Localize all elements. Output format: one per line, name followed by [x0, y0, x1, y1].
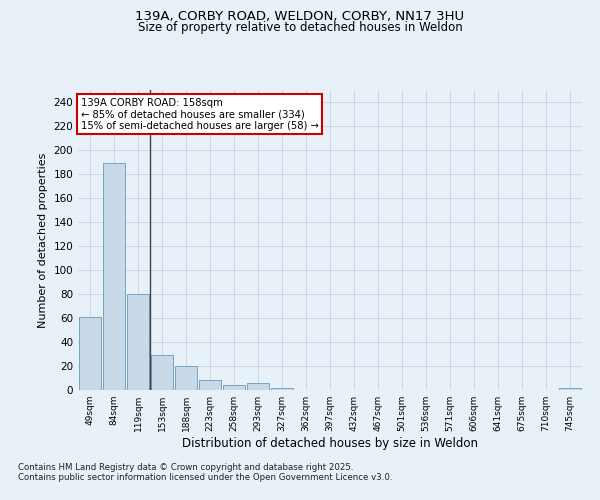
Bar — [127, 294, 149, 390]
Bar — [247, 383, 269, 390]
Bar — [151, 355, 173, 390]
Text: Contains HM Land Registry data © Crown copyright and database right 2025.: Contains HM Land Registry data © Crown c… — [18, 464, 353, 472]
Bar — [559, 388, 581, 390]
Bar — [199, 380, 221, 390]
Text: Size of property relative to detached houses in Weldon: Size of property relative to detached ho… — [137, 22, 463, 35]
Text: Contains public sector information licensed under the Open Government Licence v3: Contains public sector information licen… — [18, 474, 392, 482]
X-axis label: Distribution of detached houses by size in Weldon: Distribution of detached houses by size … — [182, 437, 478, 450]
Bar — [175, 366, 197, 390]
Text: 139A CORBY ROAD: 158sqm
← 85% of detached houses are smaller (334)
15% of semi-d: 139A CORBY ROAD: 158sqm ← 85% of detache… — [80, 98, 319, 130]
Bar — [223, 385, 245, 390]
Bar — [103, 163, 125, 390]
Bar — [79, 317, 101, 390]
Y-axis label: Number of detached properties: Number of detached properties — [38, 152, 48, 328]
Bar — [271, 388, 293, 390]
Text: 139A, CORBY ROAD, WELDON, CORBY, NN17 3HU: 139A, CORBY ROAD, WELDON, CORBY, NN17 3H… — [136, 10, 464, 23]
